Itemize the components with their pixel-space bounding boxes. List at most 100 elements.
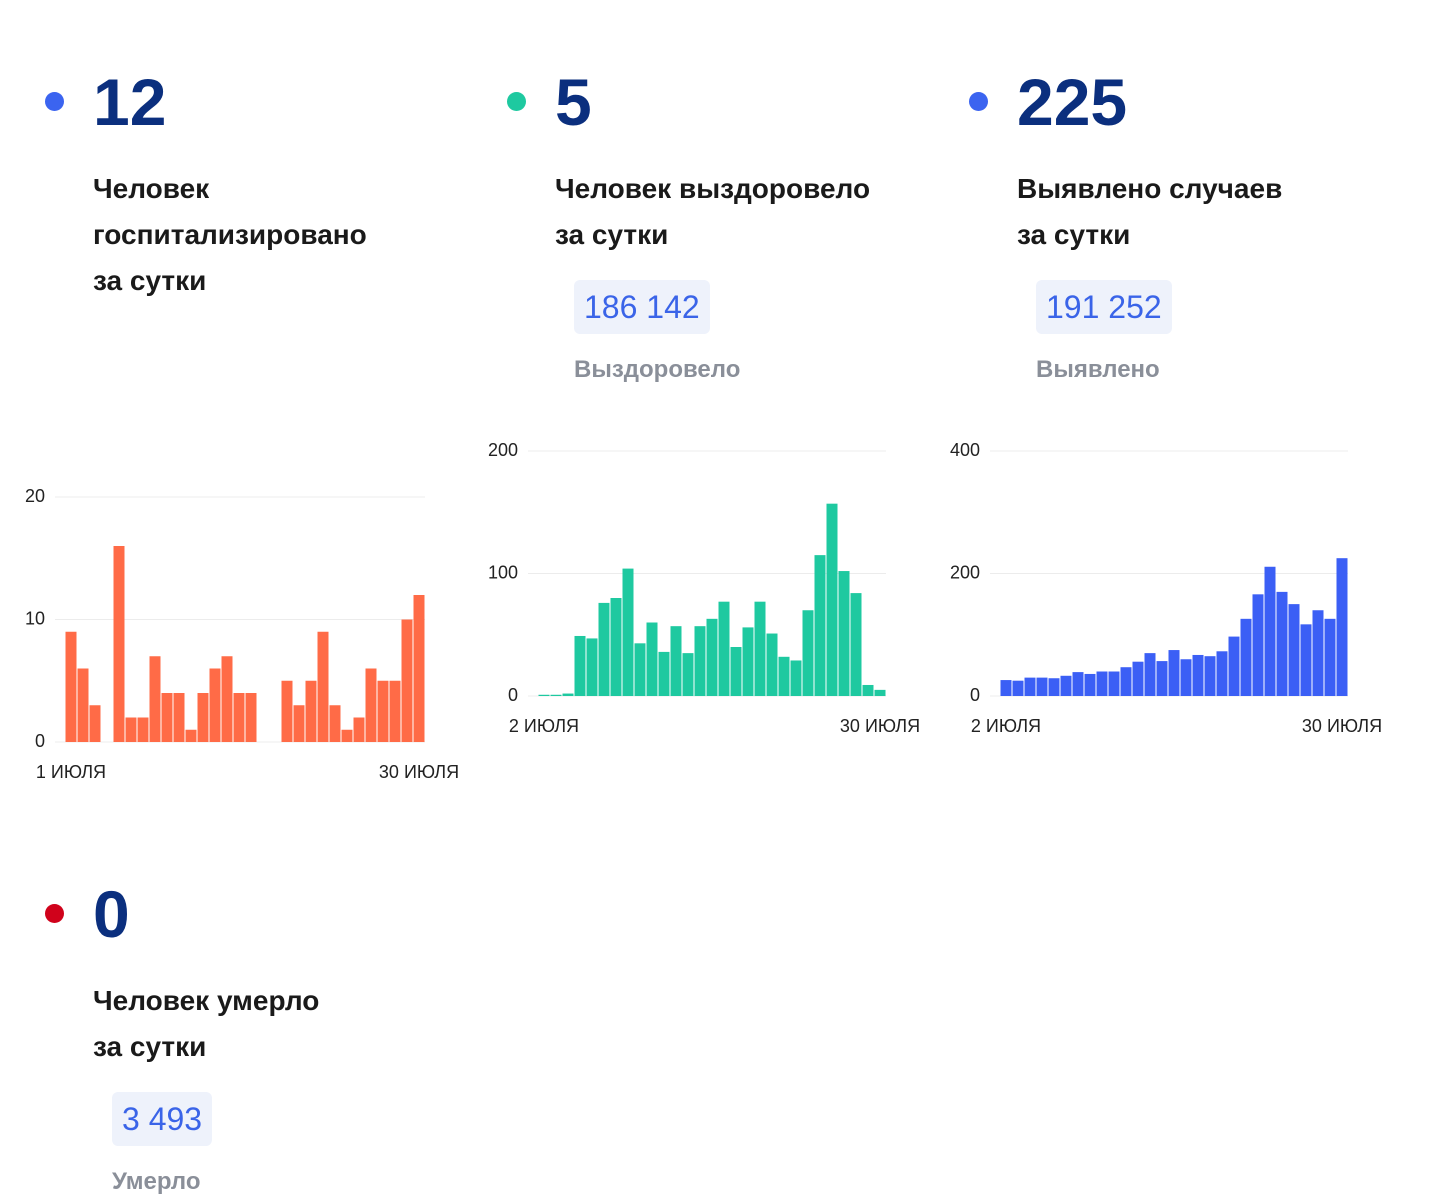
stat-total: 191 252 xyxy=(1036,280,1172,334)
bar xyxy=(1192,654,1204,696)
stat-label: Выявлено случаев за сутки xyxy=(1017,166,1282,258)
bar xyxy=(622,568,634,696)
bar xyxy=(550,694,562,696)
stat-value: 0 xyxy=(93,877,130,951)
label-line: госпитализировано xyxy=(93,219,367,250)
bar xyxy=(694,626,706,696)
bar xyxy=(706,618,718,696)
bar xyxy=(1108,671,1120,696)
x-tick-label: 2 ИЮЛЯ xyxy=(509,716,579,736)
stat-value: 5 xyxy=(555,65,592,139)
bar xyxy=(1276,591,1288,696)
label-line: Человек xyxy=(93,173,210,204)
stat-label: Человек госпитализировано за сутки xyxy=(93,166,367,304)
bar xyxy=(658,651,670,696)
x-tick-label: 30 ИЮЛЯ xyxy=(379,762,459,782)
bar xyxy=(365,668,377,742)
status-dot xyxy=(45,92,64,111)
bar xyxy=(730,647,742,696)
bar xyxy=(1216,651,1228,696)
y-tick-label: 100 xyxy=(488,562,518,582)
bar xyxy=(137,717,149,742)
stat-card: 12 Человек госпитализировано за сутки xyxy=(45,10,485,410)
y-tick-label: 200 xyxy=(950,562,980,582)
bar xyxy=(1024,677,1036,696)
bar xyxy=(778,656,790,696)
bar xyxy=(610,598,622,696)
bar xyxy=(293,705,305,742)
bar xyxy=(341,729,353,742)
bar xyxy=(1204,656,1216,696)
bar xyxy=(1036,677,1048,696)
bar xyxy=(1000,680,1012,696)
bar xyxy=(670,626,682,696)
bar xyxy=(197,693,209,742)
bar xyxy=(1168,650,1180,696)
bar xyxy=(1060,675,1072,696)
bar xyxy=(598,602,610,696)
bar xyxy=(1300,624,1312,696)
bar xyxy=(317,631,329,742)
bar xyxy=(1180,659,1192,696)
bar xyxy=(329,705,341,742)
bar xyxy=(1144,653,1156,696)
bar xyxy=(1288,604,1300,696)
bar xyxy=(754,601,766,696)
bar xyxy=(682,653,694,696)
stat-card: 5 Человек выздоровело за сутки 186 142 Выздо… xyxy=(507,10,947,410)
bar xyxy=(389,680,401,742)
bar xyxy=(574,635,586,696)
bar xyxy=(1096,671,1108,696)
label-line: за сутки xyxy=(93,1031,207,1062)
bar xyxy=(161,693,173,742)
bar xyxy=(1240,618,1252,696)
x-tick-label: 2 ИЮЛЯ xyxy=(971,716,1041,736)
stat-total-label: Умерло xyxy=(112,1168,201,1195)
y-tick-label: 0 xyxy=(970,685,980,705)
bar xyxy=(149,656,161,742)
stat-total: 3 493 xyxy=(112,1092,213,1146)
bar xyxy=(1156,661,1168,696)
bar xyxy=(233,693,245,742)
status-dot xyxy=(45,904,64,923)
bar xyxy=(766,633,778,696)
bar xyxy=(221,656,233,742)
x-tick-label: 30 ИЮЛЯ xyxy=(1302,716,1382,736)
bar xyxy=(209,668,221,742)
bar xyxy=(1228,636,1240,696)
bar xyxy=(862,684,874,696)
bar xyxy=(1048,678,1060,696)
status-dot xyxy=(969,92,988,111)
bar xyxy=(826,503,838,696)
bar xyxy=(562,693,574,696)
bar xyxy=(814,555,826,696)
bar xyxy=(538,694,550,696)
bar xyxy=(1072,672,1084,696)
stat-card: 225 Выявлено случаев за сутки 191 252 Выявле… xyxy=(969,10,1409,410)
bar xyxy=(65,631,77,742)
stat-total-label: Выявлено xyxy=(1036,356,1160,383)
y-tick-label: 10 xyxy=(25,608,45,628)
label-line: за сутки xyxy=(93,265,207,296)
bar xyxy=(790,660,802,696)
bar xyxy=(401,619,413,742)
bar xyxy=(718,601,730,696)
label-line: за сутки xyxy=(555,219,669,250)
bar xyxy=(1012,680,1024,696)
stat-label: Человек умерло за сутки xyxy=(93,978,319,1070)
bar xyxy=(634,643,646,696)
bar xyxy=(245,693,257,742)
y-tick-label: 0 xyxy=(35,731,45,751)
status-dot xyxy=(507,92,526,111)
y-tick-label: 20 xyxy=(25,486,45,506)
label-line: за сутки xyxy=(1017,219,1131,250)
bar xyxy=(802,610,814,696)
bar xyxy=(586,638,598,696)
bar xyxy=(646,622,658,696)
bar xyxy=(353,717,365,742)
bar xyxy=(413,595,425,742)
bar xyxy=(1132,661,1144,696)
bar xyxy=(1312,610,1324,696)
